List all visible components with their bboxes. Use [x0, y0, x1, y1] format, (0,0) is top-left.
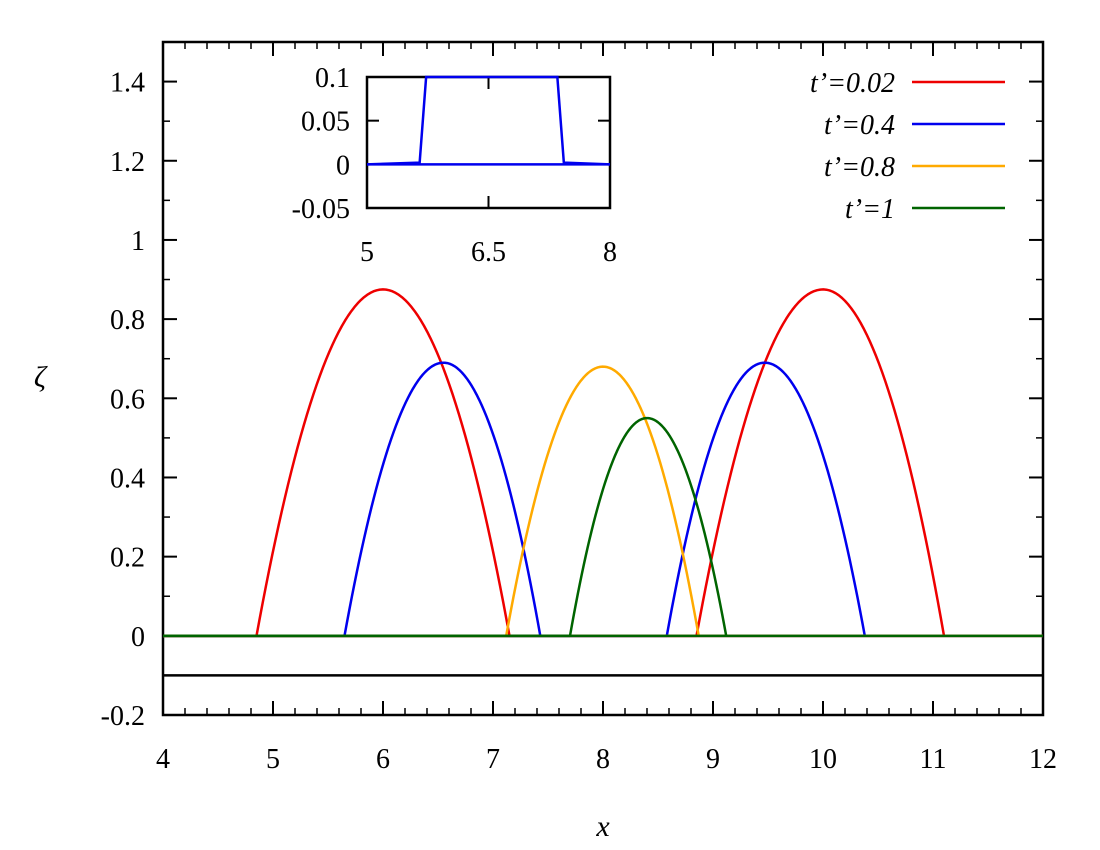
inset-x-tick-label: 6.5 [471, 237, 506, 268]
legend: t’=0.02 t’=0.4 t’=0.8 t’=1 [810, 68, 1005, 225]
legend-label: t’=0.4 [824, 110, 895, 141]
x-tick-label: 10 [809, 744, 837, 775]
inset-series-line-0 [366, 75, 611, 166]
series-line-3-hump-0 [163, 416, 728, 638]
series-line-2-hump-0 [163, 365, 700, 638]
y-tick-label: 0.2 [110, 543, 145, 574]
inset-frame [365, 75, 612, 210]
x-tick-label: 8 [596, 744, 610, 775]
x-tick-label: 12 [1029, 744, 1057, 775]
series-line-0-hump-1 [163, 288, 946, 638]
y-tick-label: 0.6 [110, 384, 145, 415]
inset-y-tick-label: -0.05 [292, 194, 350, 225]
series-group [163, 288, 1043, 638]
y-axis-label: ζ [34, 361, 48, 394]
series-line-0-hump-0 [163, 288, 511, 638]
x-tick-label: 7 [486, 744, 500, 775]
x-tick-label: 6 [376, 744, 390, 775]
y-tick-label: 0 [131, 622, 145, 653]
y-tick-label: 1.4 [110, 68, 145, 99]
series-line-1-hump-1 [163, 361, 867, 638]
y-tick-label: 1 [131, 226, 145, 257]
legend-label: t’=1 [845, 194, 895, 225]
legend-label: t’=0.8 [824, 152, 895, 183]
inset-y-tick-label: 0 [336, 150, 350, 181]
x-tick-label: 4 [156, 744, 170, 775]
x-tick-label: 11 [920, 744, 947, 775]
y-tick-label: 0.4 [110, 463, 145, 494]
y-tick-label: -0.2 [101, 701, 145, 732]
x-tick-label: 5 [266, 744, 280, 775]
inset-plot: 5 6.5 8 -0.05 0 0.05 0.1 [292, 63, 617, 268]
main-axes: 4 5 6 7 8 9 10 11 12 -0.2 0 0.2 0.4 0.6 0.8 1 1.2 1.4 x ζ [34, 40, 1057, 843]
y-tick-label: 0.8 [110, 305, 145, 336]
x-axis-label: x [595, 810, 610, 843]
inset-x-tick-label: 5 [360, 237, 374, 268]
legend-label: t’=0.02 [810, 68, 895, 99]
x-tick-label: 9 [706, 744, 720, 775]
inset-x-tick-label: 8 [603, 237, 617, 268]
series-line-1-hump-0 [163, 361, 542, 638]
inset-y-tick-label: 0.1 [315, 63, 350, 94]
inset-y-tick-label: 0.05 [301, 107, 350, 138]
y-tick-label: 1.2 [110, 147, 145, 178]
